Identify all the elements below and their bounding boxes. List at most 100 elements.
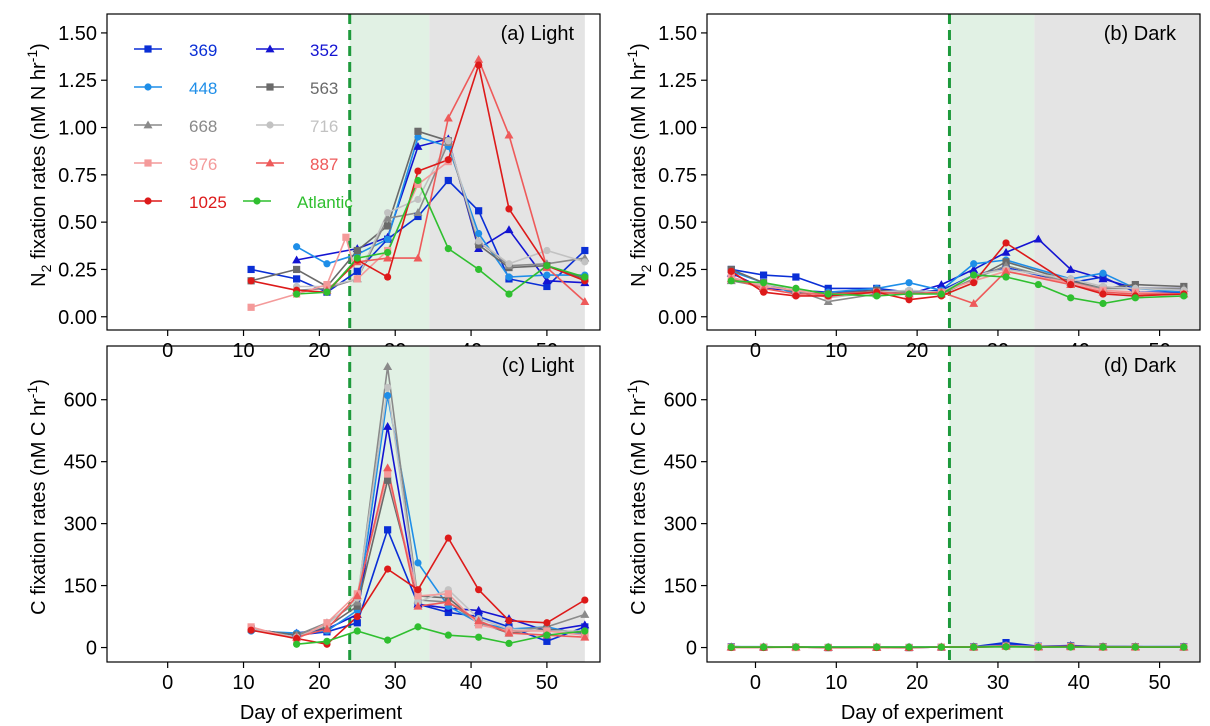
panel-c-series-352-point	[580, 620, 590, 629]
legend-label-1025: 1025	[189, 193, 227, 212]
panel-d-ylabel-sup: -1	[624, 386, 640, 399]
panel-d-series-atlantic-point	[759, 643, 768, 651]
panel-b-series-448-point	[1099, 269, 1107, 277]
legend-symbol-1025	[134, 197, 162, 205]
panel-d-x-tick-label: 0	[750, 672, 761, 694]
panel-c-series-1025-point	[475, 586, 483, 594]
panel-b-series-1025-point	[905, 296, 913, 304]
panel-a-series-369-point	[543, 282, 551, 291]
legend-marker-atlantic	[253, 197, 261, 205]
panel-b-series-atlantic-point	[1131, 294, 1139, 302]
panel-b-series-369-point	[759, 271, 768, 279]
panel-c-series-1025-point	[505, 617, 513, 625]
legend-marker-448	[144, 83, 152, 91]
panel-b-y-tick-label: 1.00	[658, 118, 697, 140]
panel-c-series-atlantic-point	[384, 636, 392, 644]
panel-a-series-668-point	[413, 208, 423, 217]
panel-d-series-atlantic-point	[1099, 643, 1107, 651]
panel-c-y-tick-label: 600	[64, 390, 97, 412]
panel-c-series-atlantic-point	[581, 627, 589, 635]
panel-a-series-668-point	[383, 213, 393, 222]
panel-a-series-563-point	[293, 265, 301, 274]
panel-a-ylabel-sup: -1	[24, 50, 40, 63]
panel-a-y-tick-label: 1.50	[58, 23, 97, 45]
panel-b-series-atlantic-line	[731, 274, 1184, 305]
panel-c-y-tick-label: 450	[64, 452, 97, 474]
panel-a-title: (a) Light	[501, 23, 575, 45]
panel-c-series-369-point	[543, 637, 551, 645]
panel-d-x-tick-label: 50	[1148, 672, 1170, 694]
panel-b-y-tick-label: 1.25	[658, 70, 697, 92]
panel-a-series-448-point	[293, 243, 301, 251]
panel-b-green-band	[949, 14, 1035, 330]
panel-a-series-369-point	[247, 265, 255, 274]
panel-a-series-716-point	[505, 260, 513, 268]
panel-a-series-563-point	[353, 246, 361, 255]
legend-marker-976	[144, 159, 152, 167]
panel-c-x-tick-label: 20	[308, 672, 330, 694]
panel-b-series-887-point	[1001, 266, 1011, 275]
legend-label-976: 976	[189, 155, 217, 174]
panel-b-series-352-point	[1098, 274, 1108, 283]
panel-c-series-976-point	[475, 621, 483, 629]
panel-b-frame	[706, 13, 1201, 331]
legend-marker-352	[265, 44, 275, 53]
legend-symbol-668	[134, 120, 162, 129]
panel-b-series-1025-point	[792, 292, 800, 300]
panel-b-series-atlantic-point	[1002, 273, 1010, 281]
panel-b-series-1025-point	[1099, 290, 1107, 298]
panel-c-x-tick-label: 40	[460, 672, 482, 694]
panel-a-series-352-point	[542, 276, 552, 285]
panel-a-series-887-point	[383, 253, 393, 262]
panel-d-series-atlantic-point	[970, 643, 978, 651]
legend-label-668: 668	[189, 117, 217, 136]
panel-b-series-atlantic-point	[1180, 292, 1188, 300]
legend-symbol-352	[256, 44, 284, 53]
legend-symbol-976	[134, 159, 162, 167]
panel-a-gray-band	[429, 14, 585, 330]
panel-c-series-atlantic-point	[505, 639, 513, 648]
panel-b-series-887-point	[969, 299, 979, 307]
panel-c-series-352-point	[383, 422, 393, 430]
panel-b-series-448-point	[970, 260, 978, 268]
panel-c-series-atlantic-point	[444, 631, 452, 639]
panel-c-series-369-point	[353, 619, 361, 627]
panel-a-series-887-point	[504, 130, 514, 139]
panel-c-y-tick-label: 150	[64, 576, 97, 598]
panel-a-series-716-point	[414, 195, 422, 204]
panel-b-series-1025-point	[970, 279, 978, 287]
panel-d-plot: 0 150 300 450 600 0 10 20 30 40 50	[664, 345, 1201, 694]
panel-c-series-352-line	[296, 425, 585, 634]
panel-d-series-atlantic-point	[905, 643, 913, 651]
panel-a-ylabel-part: fixation rates (nM N hr	[28, 62, 50, 265]
panel-d-frame	[706, 345, 1201, 663]
panel-c-series-atlantic-line	[296, 626, 585, 645]
legend-symbol-716	[256, 121, 284, 129]
panel-a-series-448-point	[505, 273, 513, 281]
panel-c-series-716-point	[384, 383, 392, 391]
panel-d-green-band	[949, 346, 1035, 662]
legend-symbol-448	[134, 83, 162, 91]
legend-item-369: 369	[134, 41, 217, 60]
panel-b-series-atlantic-point	[824, 290, 832, 298]
panel-d: 0 150 300 450 600 0 10 20 30 40 50 (d) Dark C fixa…	[624, 345, 1201, 724]
panel-c-series-668-point	[580, 609, 590, 618]
panel-c-series-887-point	[443, 597, 453, 606]
panel-d-x-tick-label: 40	[1068, 672, 1090, 694]
panel-a-series-352-point	[292, 255, 302, 264]
panel-a-series-atlantic-point	[353, 254, 361, 262]
legend-item-668: 668	[134, 117, 217, 136]
panel-c-series-1025-point	[384, 565, 392, 573]
panel-a-series-atlantic-point	[414, 176, 422, 185]
panel-b-series-1025-point	[1067, 280, 1075, 289]
legend-label-369: 369	[189, 41, 217, 60]
panel-b-series-atlantic-point	[1034, 280, 1042, 289]
panel-c-x-tick-label: 50	[536, 672, 558, 694]
panel-a-series-atlantic-point	[384, 248, 392, 257]
panel-a-series-976-point	[353, 275, 361, 283]
panel-c-series-atlantic-point	[475, 633, 483, 641]
panel-c-series-448-point	[414, 559, 422, 567]
panel-c-series-1025-point	[414, 586, 422, 594]
legend-symbol-369	[134, 45, 162, 53]
panel-c-frame	[106, 345, 601, 663]
